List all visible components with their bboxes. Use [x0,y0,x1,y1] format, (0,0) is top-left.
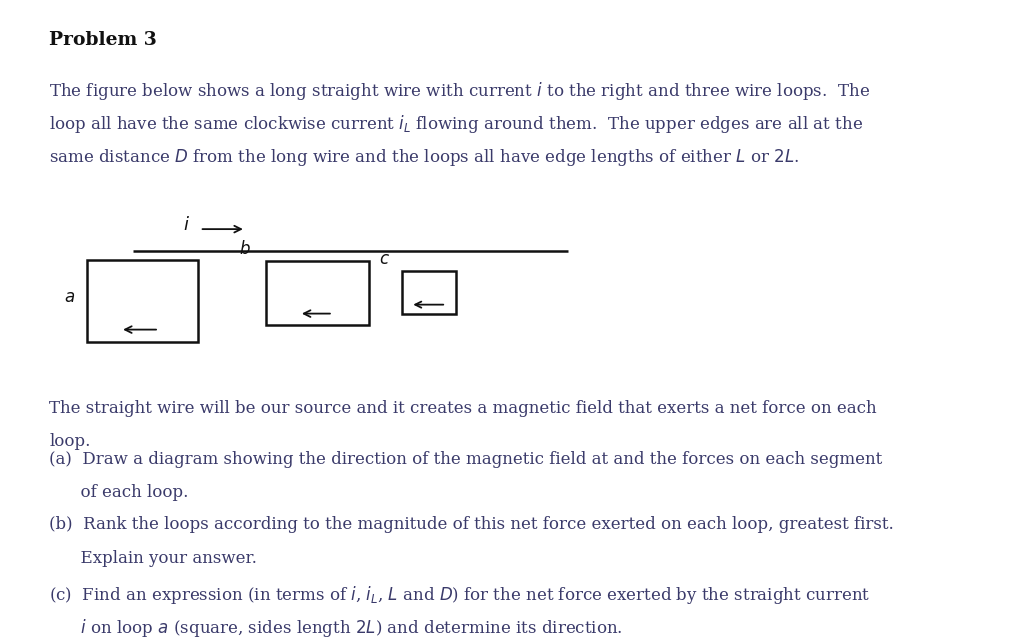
Text: loop.: loop. [49,433,90,451]
Text: Problem 3: Problem 3 [49,31,157,49]
Text: The figure below shows a long straight wire with current $i$ to the right and th: The figure below shows a long straight w… [49,80,870,102]
Text: $a$: $a$ [63,289,75,306]
Bar [87,260,198,342]
Text: The straight wire will be our source and it creates a magnetic field that exerts: The straight wire will be our source and… [49,400,877,417]
Text: $i$: $i$ [182,216,189,234]
Text: same distance $D$ from the long wire and the loops all have edge lengths of eith: same distance $D$ from the long wire and… [49,147,800,168]
Text: $b$: $b$ [240,240,251,258]
Text: (a)  Draw a diagram showing the direction of the magnetic field at and the force: (a) Draw a diagram showing the direction… [49,451,883,468]
Text: $c$: $c$ [379,250,390,268]
Text: (b)  Rank the loops according to the magnitude of this net force exerted on each: (b) Rank the loops according to the magn… [49,516,894,534]
Bar [402,271,456,314]
Bar [266,261,369,325]
Text: loop all have the same clockwise current $i_L$ flowing around them.  The upper e: loop all have the same clockwise current… [49,113,863,135]
Text: $i$ on loop $a$ (square, sides length $2L$) and determine its direction.: $i$ on loop $a$ (square, sides length $2… [49,617,623,639]
Text: Explain your answer.: Explain your answer. [49,550,257,567]
Text: of each loop.: of each loop. [49,484,188,502]
Text: (c)  Find an expression (in terms of $i$, $i_L$, $L$ and $D$) for the net force : (c) Find an expression (in terms of $i$,… [49,584,870,605]
